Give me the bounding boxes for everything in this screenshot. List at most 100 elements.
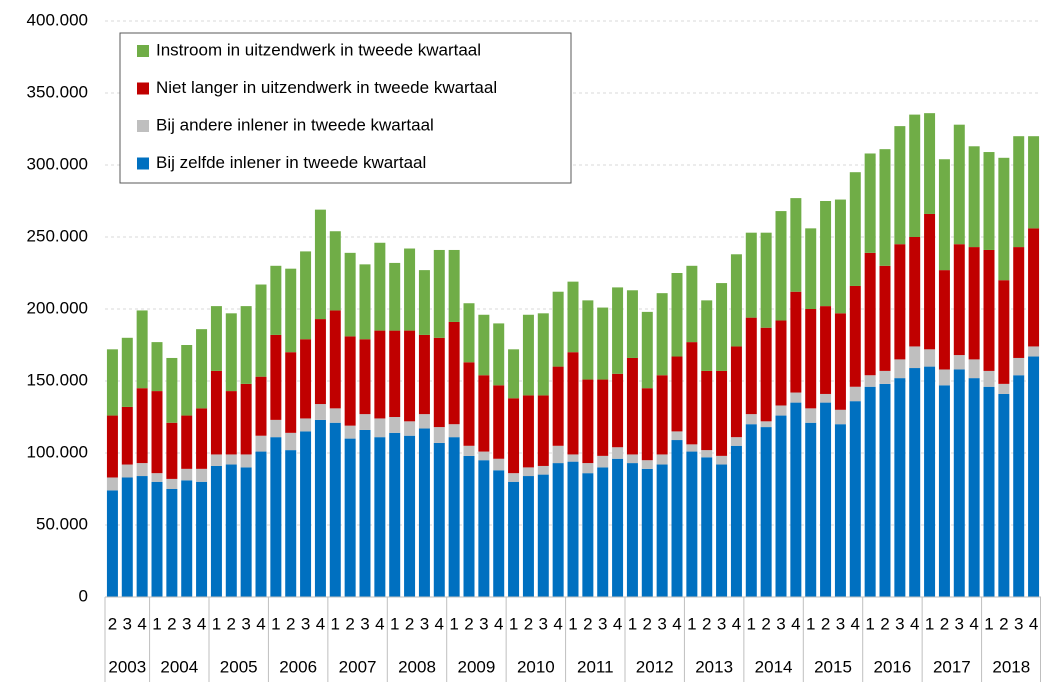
bar-segment [106, 490, 118, 597]
bar-segment [849, 285, 861, 387]
bar-segment [151, 481, 163, 597]
bar-segment [240, 467, 252, 597]
bar-segment [493, 470, 505, 597]
bar-segment [701, 370, 713, 451]
bar-segment [983, 386, 995, 597]
x-tick-label: 3 [479, 614, 488, 633]
y-tick-label: 0 [79, 586, 88, 605]
x-tick-label: 2 [702, 614, 711, 633]
bar-segment [567, 454, 579, 462]
bar-segment [582, 473, 594, 597]
bar-segment [671, 431, 683, 441]
bar-segment [106, 349, 118, 416]
legend-swatch [137, 157, 149, 170]
bar-segment [314, 209, 326, 320]
bar-segment [389, 330, 401, 417]
group-label: 2003 [108, 657, 146, 676]
x-tick-label: 3 [241, 614, 250, 633]
bar-segment [255, 435, 267, 452]
bar-segment [151, 391, 163, 474]
bar-segment [656, 454, 668, 465]
bar-segment [552, 291, 564, 367]
bar-segment [433, 427, 445, 443]
x-tick-label: 1 [152, 614, 161, 633]
bar-segment [998, 280, 1010, 384]
bar-segment [359, 339, 371, 415]
bar-segment [641, 460, 653, 469]
bar-segment [285, 450, 297, 597]
group-label: 2015 [814, 657, 852, 676]
bar-segment [820, 306, 832, 394]
bar-segment [879, 265, 891, 371]
bar-segment [344, 425, 356, 439]
bar-segment [938, 270, 950, 370]
bar-segment [760, 421, 772, 428]
bar-segment [834, 313, 846, 410]
bar-segment [730, 437, 742, 446]
bar-segment [849, 172, 861, 286]
x-tick-label: 4 [256, 614, 265, 633]
bar-segment [909, 114, 921, 237]
x-tick-label: 1 [271, 614, 280, 633]
bar-segment [805, 422, 817, 597]
bar-segment [463, 445, 475, 456]
bar-segment [344, 336, 356, 426]
x-tick-label: 2 [405, 614, 414, 633]
bar-segment [582, 300, 594, 380]
bar-segment [909, 237, 921, 347]
bar-segment [1028, 356, 1040, 597]
bar-segment [285, 268, 297, 353]
bar-segment [730, 346, 742, 438]
x-tick-label: 3 [123, 614, 132, 633]
bar-segment [537, 313, 549, 396]
bar-segment [879, 370, 891, 384]
bar-segment [136, 463, 148, 477]
bar-segment [329, 422, 341, 597]
bar-segment [864, 153, 876, 253]
bar-segment [210, 370, 222, 455]
bar-segment [701, 450, 713, 458]
x-tick-label: 3 [836, 614, 845, 633]
bar-segment [522, 467, 534, 477]
bar-segment [983, 370, 995, 387]
x-tick-label: 4 [553, 614, 562, 633]
bar-segment [522, 314, 534, 396]
bar-segment [626, 357, 638, 455]
x-tick-label: 1 [628, 614, 637, 633]
x-tick-label: 2 [167, 614, 176, 633]
bar-segment [924, 113, 936, 214]
bar-segment [121, 477, 133, 597]
bar-segment [270, 419, 282, 438]
bar-segment [448, 424, 460, 438]
bar-segment [314, 419, 326, 597]
bar-segment [790, 198, 802, 292]
bar-segment [359, 264, 371, 340]
bar-segment [820, 402, 832, 597]
y-tick-label: 50.000 [36, 514, 88, 533]
group-label: 2012 [636, 657, 674, 676]
bar-segment [805, 228, 817, 309]
bar-segment [701, 457, 713, 597]
group-label: 2011 [577, 657, 614, 676]
y-tick-label: 300.000 [27, 154, 88, 173]
bar-segment [597, 455, 609, 468]
bar-segment [151, 473, 163, 482]
x-tick-label: 1 [984, 614, 993, 633]
bar-segment [716, 455, 728, 465]
x-tick-label: 3 [776, 614, 785, 633]
group-label: 2007 [339, 657, 377, 676]
x-tick-label: 4 [969, 614, 978, 633]
bar-segment [508, 481, 520, 597]
bar-segment [374, 330, 386, 419]
bar-segment [820, 201, 832, 307]
bar-segment [775, 405, 787, 416]
bar-segment [389, 432, 401, 597]
bar-segment [493, 323, 505, 386]
group-label: 2009 [458, 657, 496, 676]
bar-segment [597, 307, 609, 380]
legend: Instroom in uitzendwerk in tweede kwarta… [119, 32, 572, 184]
bar-segment [329, 408, 341, 423]
bar-segment [255, 376, 267, 436]
bar-segment [983, 152, 995, 250]
group-label: 2018 [992, 657, 1030, 676]
